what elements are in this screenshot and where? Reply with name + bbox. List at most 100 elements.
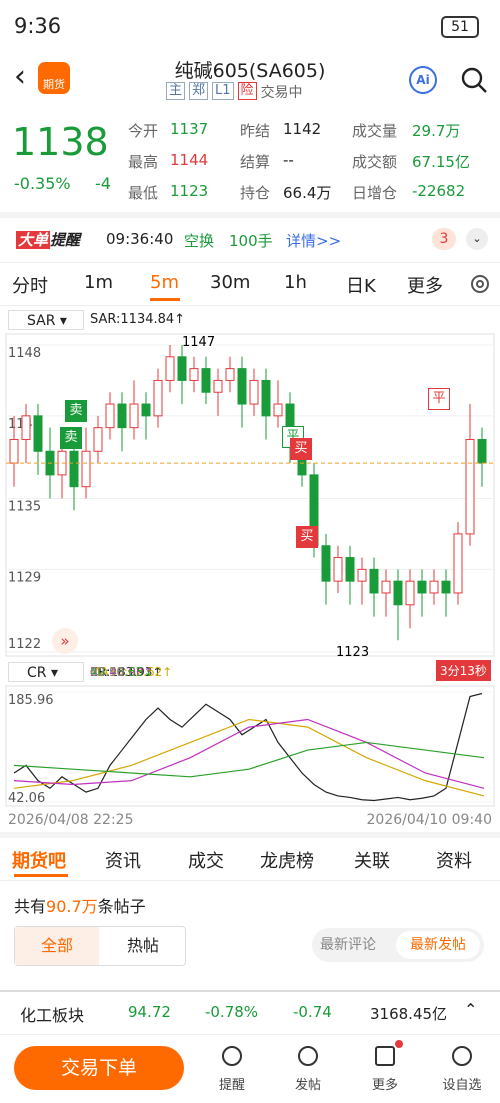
nav-icon bbox=[222, 1046, 242, 1066]
forum-tab[interactable]: 关联 bbox=[354, 851, 390, 872]
sector: 化工板块 bbox=[20, 1006, 85, 1025]
trade-state: 交易中 bbox=[260, 85, 303, 101]
tag: 郑 bbox=[189, 82, 209, 100]
y-tick-label: 1129 bbox=[8, 570, 41, 585]
tags: 主郑 L1 险交易中 bbox=[166, 82, 303, 101]
candle-body bbox=[477, 438, 487, 464]
field-label: 成交量 bbox=[352, 122, 398, 140]
candle-body bbox=[273, 403, 283, 417]
candle-body bbox=[9, 438, 19, 464]
timer: 3分13秒 bbox=[436, 660, 491, 681]
ai[interactable]: Ai bbox=[409, 66, 437, 94]
sub-indicator: CR bbox=[27, 665, 47, 681]
candle-body bbox=[165, 356, 175, 381]
candle-body bbox=[213, 379, 223, 393]
sub-select[interactable]: CR ▾ bbox=[8, 662, 84, 682]
forum-tab[interactable]: 成交 bbox=[188, 851, 224, 872]
forum-tab[interactable]: 龙虎榜 bbox=[260, 851, 314, 872]
trade-button[interactable]: 交易下单 bbox=[14, 1046, 184, 1090]
candle-body bbox=[141, 403, 151, 417]
filter[interactable]: 热帖 bbox=[126, 936, 159, 955]
sort[interactable]: 最新评论 bbox=[320, 937, 376, 953]
indicator-select[interactable]: SAR ▾ bbox=[8, 310, 84, 330]
alert-kind: 空换 bbox=[184, 232, 215, 250]
tag: L1 bbox=[212, 82, 234, 100]
field-label: 最高 bbox=[128, 153, 159, 171]
trade-marker: 买 bbox=[296, 526, 318, 548]
field-value: 1142 bbox=[283, 120, 322, 138]
candle-body bbox=[405, 580, 415, 606]
title: 纯碱605(SA605) bbox=[174, 60, 326, 82]
candle-body bbox=[69, 450, 79, 488]
nav-item[interactable]: 设自选 bbox=[442, 1078, 482, 1093]
period-tab[interactable]: 分时 bbox=[12, 276, 48, 297]
forum-tab[interactable]: 资讯 bbox=[105, 851, 141, 872]
nav-item[interactable]: 发帖 bbox=[294, 1078, 321, 1093]
alert-brand: 大单 提醒 bbox=[16, 229, 80, 250]
sort-group: 最新评论 最新发帖 bbox=[312, 928, 484, 962]
legend-item: 62.90 bbox=[90, 665, 125, 679]
candle-body bbox=[321, 545, 331, 582]
field-value: 1137 bbox=[170, 120, 209, 138]
legend-item: 40:93.65↓ bbox=[90, 665, 154, 679]
candle-body bbox=[261, 379, 271, 417]
forum-tab[interactable]: 期货吧 bbox=[12, 851, 66, 872]
nav-dot bbox=[395, 1040, 403, 1048]
candle-body bbox=[465, 438, 475, 535]
candle-body bbox=[369, 568, 379, 594]
candle-body bbox=[453, 533, 463, 594]
nav-icon bbox=[298, 1046, 318, 1066]
sub-tick-label: 42.06 bbox=[8, 791, 45, 806]
nav-item[interactable]: 更多 bbox=[371, 1078, 398, 1093]
candle-body bbox=[225, 368, 235, 381]
tab-underline bbox=[14, 874, 68, 877]
settings[interactable] bbox=[468, 272, 492, 296]
collapse[interactable]: ⌃ bbox=[464, 1000, 478, 1019]
change: -4 bbox=[95, 174, 111, 193]
candle-body bbox=[153, 379, 163, 417]
expand[interactable]: ⌄ bbox=[466, 228, 488, 250]
nav-item[interactable]: 提醒 bbox=[218, 1078, 245, 1093]
alert-link[interactable]: 详情>> bbox=[286, 232, 342, 250]
forum-tab[interactable]: 资料 bbox=[436, 851, 472, 872]
clock: 9:36 bbox=[14, 14, 62, 38]
cr-line bbox=[13, 692, 483, 802]
candle-body bbox=[201, 368, 211, 393]
sector-pct: -0.78% bbox=[205, 1003, 259, 1021]
field-value: 67.15亿 bbox=[412, 153, 470, 171]
field-value: -22682 bbox=[412, 182, 466, 200]
period-tab[interactable]: 5m bbox=[150, 272, 179, 293]
period-tab[interactable]: 30m bbox=[210, 272, 251, 293]
field-label: 昨结 bbox=[240, 122, 271, 140]
field-label: 日增仓 bbox=[352, 184, 398, 202]
sub-tick-label: 185.96 bbox=[8, 693, 54, 708]
nav-icon bbox=[375, 1046, 395, 1066]
field-label: 持仓 bbox=[240, 184, 271, 202]
field-label: 今开 bbox=[128, 122, 159, 140]
trade-marker: 平 bbox=[428, 388, 450, 410]
search[interactable] bbox=[460, 66, 488, 94]
chart-frame bbox=[5, 333, 495, 657]
trade-marker: 卖 bbox=[60, 427, 82, 449]
legend-item: 20:46.90↑ bbox=[90, 665, 154, 679]
candle-body bbox=[345, 557, 355, 582]
count-pre: 共有 bbox=[14, 897, 47, 916]
tag: 险 bbox=[237, 82, 257, 100]
candle-body bbox=[249, 379, 259, 405]
period-tab[interactable]: 日K bbox=[346, 276, 376, 297]
legend-item: MA10:62.62↑ bbox=[90, 665, 173, 679]
candle-body bbox=[417, 580, 427, 594]
sector-change: -0.74 bbox=[293, 1003, 332, 1021]
change-pct: -0.35% bbox=[14, 174, 71, 193]
back[interactable]: ‹ bbox=[14, 59, 26, 94]
period-tab[interactable]: 1m bbox=[84, 272, 113, 293]
candle-body bbox=[81, 450, 91, 488]
period-tab[interactable]: 1h bbox=[284, 272, 307, 293]
app-badge: 期货 bbox=[38, 62, 70, 94]
battery: 51 bbox=[441, 16, 479, 38]
sort[interactable]: 最新发帖 bbox=[396, 931, 480, 959]
period-tab[interactable]: 更多 bbox=[407, 276, 443, 297]
post-count: 共有90.7万条帖子 bbox=[14, 893, 146, 917]
filter[interactable]: 全部 bbox=[15, 927, 99, 965]
